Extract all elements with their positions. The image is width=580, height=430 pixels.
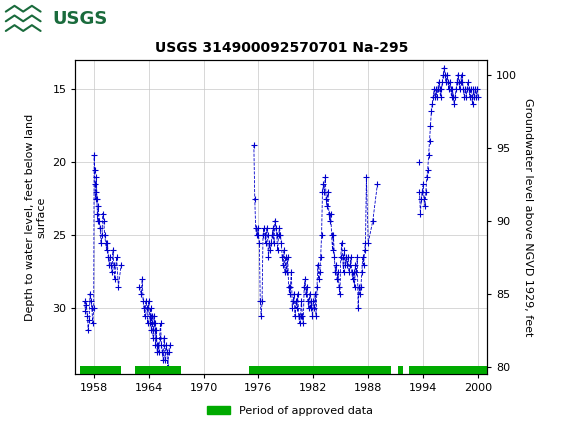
Bar (397, 366, 403, 374)
Bar (3, 2, 102, 37)
Bar (249, 366, 391, 374)
Text: USGS: USGS (52, 10, 107, 28)
Legend: Period of approved data: Period of approved data (203, 401, 377, 420)
Y-axis label: Depth to water level, feet below land
surface: Depth to water level, feet below land su… (25, 114, 47, 321)
Y-axis label: Groundwater level above NGVD 1929, feet: Groundwater level above NGVD 1929, feet (523, 98, 533, 336)
Bar (135, 366, 180, 374)
Bar (80, 366, 121, 374)
Bar (409, 366, 487, 374)
Title: USGS 314900092570701 Na-295: USGS 314900092570701 Na-295 (155, 41, 408, 55)
